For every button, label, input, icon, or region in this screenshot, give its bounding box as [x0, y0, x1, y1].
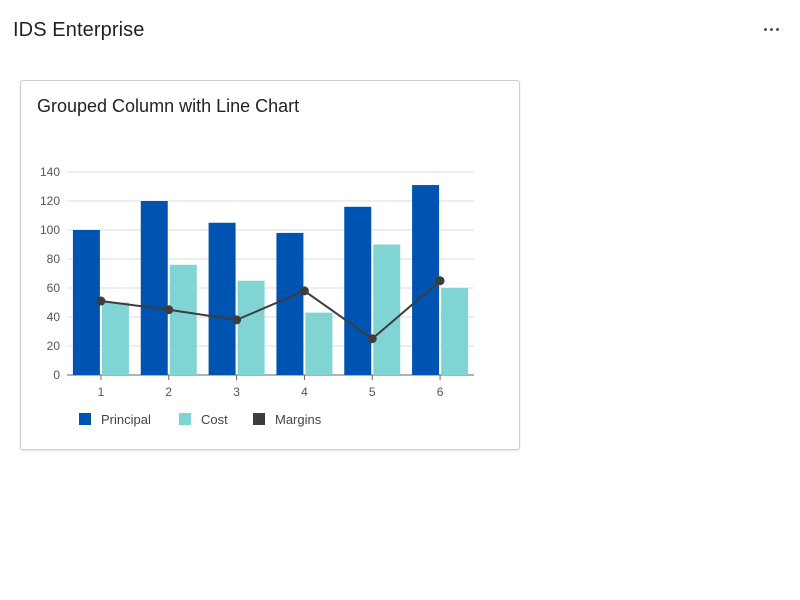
y-tick-label: 0 [53, 368, 60, 382]
chart-title: Grouped Column with Line Chart [37, 96, 300, 116]
grouped-column-line-chart: 0 20 40 60 80 100 120 140 1 2 3 4 5 6 Principal Cost Mar… [40, 165, 474, 427]
bar-cost[interactable] [373, 244, 401, 376]
x-tick-label: 5 [369, 385, 376, 399]
bar-principal[interactable] [208, 222, 236, 375]
bar-principal[interactable] [276, 232, 304, 375]
margins-line [100, 279, 441, 341]
app-title: IDS Enterprise [13, 19, 145, 41]
legend-principal-swatch[interactable] [79, 413, 91, 425]
bar-principal[interactable] [72, 230, 100, 375]
y-tick-label: 100 [40, 223, 60, 237]
more-horizontal-icon [763, 27, 779, 31]
x-tick-label: 3 [233, 385, 240, 399]
legend-margins-swatch[interactable] [253, 413, 265, 425]
y-tick-label: 140 [40, 165, 60, 179]
y-tick-label: 40 [47, 310, 61, 324]
y-tick-label: 80 [47, 252, 61, 266]
margins-point[interactable] [299, 286, 309, 296]
margins-point[interactable] [232, 315, 242, 325]
legend-cost-swatch[interactable] [179, 413, 191, 425]
bar-principal[interactable] [140, 201, 168, 375]
margins-point[interactable] [367, 334, 377, 344]
more-actions-button[interactable] [756, 18, 786, 40]
bar-principal[interactable] [412, 185, 440, 375]
y-tick-label: 60 [47, 281, 61, 295]
legend-margins-label[interactable]: Margins [275, 412, 322, 427]
x-tick-label: 4 [301, 385, 308, 399]
bar-principal[interactable] [344, 206, 372, 375]
x-tick-label: 2 [165, 385, 172, 399]
y-tick-label: 20 [47, 339, 61, 353]
app-header: IDS Enterprise [0, 0, 800, 60]
legend-cost-label[interactable]: Cost [201, 412, 228, 427]
margins-point[interactable] [164, 305, 174, 315]
legend-principal-label[interactable]: Principal [101, 412, 151, 427]
y-tick-label: 120 [40, 194, 60, 208]
x-tick-label: 6 [437, 385, 444, 399]
margins-point[interactable] [435, 276, 445, 286]
bar-cost[interactable] [441, 288, 469, 375]
bar-cost[interactable] [305, 312, 333, 375]
margins-point[interactable] [96, 296, 106, 306]
chart-card: Grouped Column with Line Chart 0 20 40 60 80… [20, 80, 520, 450]
x-tick-label: 1 [98, 385, 105, 399]
bar-cost[interactable] [169, 264, 197, 375]
bar-cost[interactable] [237, 280, 265, 375]
bar-cost[interactable] [101, 302, 129, 376]
